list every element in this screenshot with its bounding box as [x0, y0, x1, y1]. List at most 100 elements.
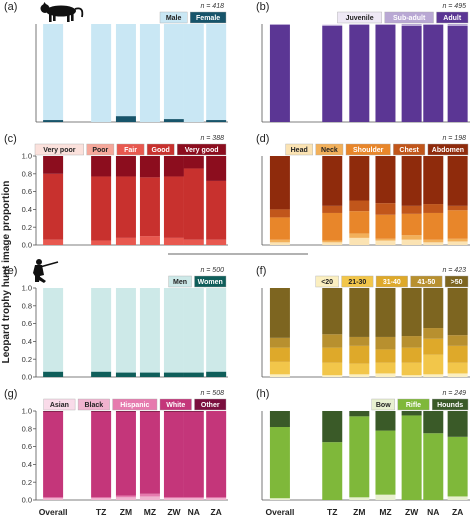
legend-swatch	[444, 275, 469, 288]
legend-label: Very good	[185, 147, 219, 154]
legend-swatch	[375, 275, 408, 288]
legend-swatch	[194, 398, 227, 411]
x-tick-label: ZW	[405, 507, 419, 517]
bar-segment-za-bow	[447, 496, 468, 500]
bar-segment-overall-shoulder	[269, 217, 290, 240]
y-tick-label: 0.0	[22, 496, 32, 505]
bar-segment-overall-men	[43, 288, 64, 372]
bar-segment-mz-fair	[139, 236, 160, 245]
y-tick-label: 0.6	[22, 442, 32, 451]
panel-label: (b)	[256, 1, 269, 13]
bar-segment-zm-chest	[349, 200, 370, 212]
bar-segment-na-sub-adult	[423, 24, 444, 25]
panel-f: (f) n = 423 <20 21-30 31-40 41-50 >50	[256, 265, 470, 378]
legend-label: Female	[196, 15, 220, 22]
hunter-icon	[33, 259, 59, 283]
panel-d: (d) n = 198 Head Neck Shoulder Chest Abdomen	[256, 133, 470, 246]
bar-segment-za-abdomen	[447, 156, 468, 206]
bar-segment-na-black	[183, 498, 204, 500]
bar-segment-tz-fair	[91, 240, 112, 245]
bar-segment-na-adult	[423, 24, 444, 123]
bar-segment-zw-hounds	[401, 411, 422, 416]
bar-segment-mz-chest	[375, 203, 396, 215]
bar-segment-na-fair	[183, 239, 204, 245]
panel-label: (e)	[4, 265, 17, 277]
bar-segment-na-men	[183, 288, 204, 373]
legend-label: 41-50	[417, 279, 435, 286]
bar-segment-mz-hounds	[375, 411, 396, 431]
legend-label: Adult	[443, 15, 462, 22]
x-tick-label: ZM	[353, 507, 365, 517]
bar-segment-zm-head	[349, 237, 370, 245]
legend-label: 31-40	[383, 279, 401, 286]
legend-swatch	[159, 11, 188, 24]
legend-label: Hounds	[437, 402, 463, 409]
bar-segment-zw-female	[163, 119, 184, 122]
bar-segment-zm-men	[115, 288, 136, 373]
panel-label: (g)	[4, 388, 17, 400]
bar-segment-za-adult	[447, 25, 468, 122]
legend-label: Neck	[321, 147, 338, 154]
bar-segment-zw-white	[163, 411, 184, 498]
bar-segment-mz-very-good	[139, 156, 160, 178]
bar-segment-overall-white	[43, 411, 64, 498]
bar-segment-zm-black	[115, 497, 136, 500]
panels-layer: (a) n = 418 Male Female (b) n = 495 Juvenile Su…	[4, 1, 470, 517]
bar-segment-na-shoulder	[423, 212, 444, 240]
bar-segment-za-hounds	[447, 411, 468, 437]
legend-label: Other	[201, 402, 220, 409]
legend-swatch	[384, 11, 434, 24]
bar-segment-tz-neck	[322, 240, 343, 243]
panel-a: (a) n = 418 Male Female	[4, 1, 228, 123]
legend-label: Abdomen	[432, 147, 464, 154]
bar-segment-zm-white	[115, 411, 136, 496]
y-tick-label: 0.2	[22, 223, 32, 232]
bar-segment-overall-rifle	[269, 427, 290, 499]
y-tick-label: 0.0	[22, 373, 32, 382]
legend: <20 21-30 31-40 41-50 >50	[315, 275, 469, 288]
legend-label: Juvenile	[346, 15, 374, 22]
legend-label: Women	[198, 279, 223, 286]
legend-label: White	[166, 402, 185, 409]
legend-swatch	[436, 11, 469, 24]
bar-segment-na--50	[423, 288, 444, 329]
bar-segment-overall-fair	[43, 239, 64, 245]
legend-swatch	[146, 143, 175, 156]
bar-segment-na-hounds	[423, 411, 444, 434]
legend-swatch	[86, 143, 115, 156]
y-tick-label: 1.0	[22, 284, 32, 293]
bar-segment-tz-white	[91, 411, 112, 498]
bar-segment-zm--50	[349, 288, 370, 337]
y-tick-label: 0.0	[22, 241, 32, 250]
bar-segment-zm-hounds	[349, 411, 370, 417]
bar-segment-zw-hispanic	[163, 497, 184, 499]
bar-segment-overall-bow	[269, 498, 290, 500]
bar-segment-za-shoulder	[447, 210, 468, 239]
y-tick-label: 0.2	[22, 355, 32, 364]
legend-swatch	[168, 275, 192, 288]
n-label: n = 495	[442, 3, 466, 10]
bar-segment-overall-abdomen	[269, 156, 290, 210]
legend-label: Black	[85, 402, 104, 409]
legend-swatch	[397, 398, 430, 411]
legend-swatch	[116, 143, 145, 156]
x-tick-label: Overall	[266, 507, 295, 517]
bar-segment-zw-good	[163, 176, 184, 238]
bar-segment-za-hispanic	[206, 497, 227, 499]
panel-h: (h) n = 249 Overall TZ ZM MZ ZW NA ZA Bow Rifle Hou…	[256, 388, 470, 517]
bar-segment-overall-female	[43, 120, 64, 122]
bar-segment-overall--20	[269, 374, 290, 377]
bar-segment-zm-neck	[349, 233, 370, 238]
bar-segment-tz-21-30	[322, 362, 343, 376]
bar-segment-tz-shoulder	[322, 212, 343, 241]
bar-segment-zw-shoulder	[401, 213, 422, 236]
legend: Men Women	[168, 275, 227, 288]
legend-swatch	[194, 275, 227, 288]
legend: Asian Black Hispanic White Other	[43, 398, 227, 411]
n-label: n = 500	[200, 267, 224, 274]
y-tick-label: 1.0	[22, 407, 32, 416]
bar-segment-za-white	[206, 411, 227, 498]
legend-label: Poor	[92, 147, 108, 154]
bar-segment-tz-hounds	[322, 411, 343, 443]
